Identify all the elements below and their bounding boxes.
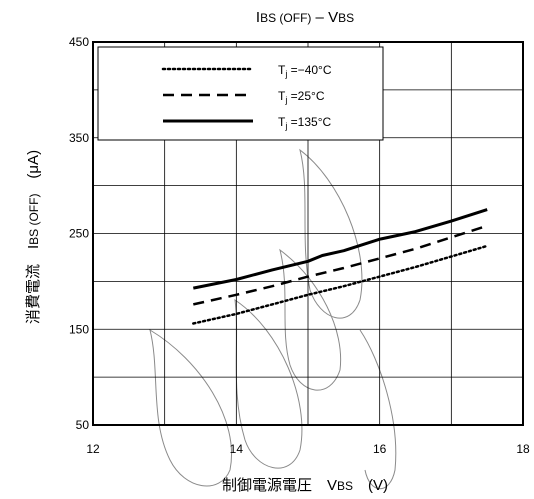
legend-box	[97, 46, 384, 141]
legend: Tj =−40°C Tj =25°C Tj =135°C	[97, 46, 384, 141]
x-tick-label: 16	[373, 442, 387, 456]
y-axis-label: 消費電流 IBS (OFF) (μA)	[25, 150, 42, 324]
chart-title: IBS (OFF) – VBS	[256, 9, 354, 26]
y-tick-label: 50	[76, 418, 90, 432]
y-tick-label: 450	[69, 35, 89, 49]
x-tick-label: 14	[230, 442, 244, 456]
legend-label-2: Tj =25°C	[278, 89, 325, 105]
series-line-1	[192, 244, 489, 325]
x-axis-label: 制御電源電圧 VBS (V)	[222, 477, 388, 494]
y-tick-label: 350	[69, 131, 89, 145]
legend-label-3: Tj =135°C	[278, 115, 332, 131]
legend-label-1: Tj =−40°C	[278, 63, 332, 79]
x-tick-label: 18	[516, 442, 530, 456]
series-line-2	[193, 224, 488, 306]
watermark-outline	[149, 148, 397, 490]
y-tick-label: 250	[69, 227, 89, 241]
plot-frame	[92, 41, 524, 426]
series-line-3	[193, 208, 488, 290]
x-tick-label: 12	[86, 442, 100, 456]
y-tick-label: 150	[69, 322, 89, 336]
